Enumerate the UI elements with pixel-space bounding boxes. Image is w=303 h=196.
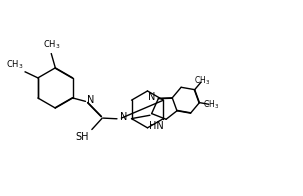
Text: N: N — [120, 113, 127, 122]
Text: HN: HN — [149, 121, 164, 131]
Text: N: N — [148, 92, 156, 102]
Text: CH$_3$: CH$_3$ — [42, 39, 60, 51]
Text: CH$_3$: CH$_3$ — [194, 74, 211, 87]
Text: SH: SH — [76, 132, 89, 142]
Text: CH$_3$: CH$_3$ — [203, 98, 219, 111]
Text: N: N — [87, 95, 94, 105]
Text: CH$_3$: CH$_3$ — [6, 58, 23, 71]
